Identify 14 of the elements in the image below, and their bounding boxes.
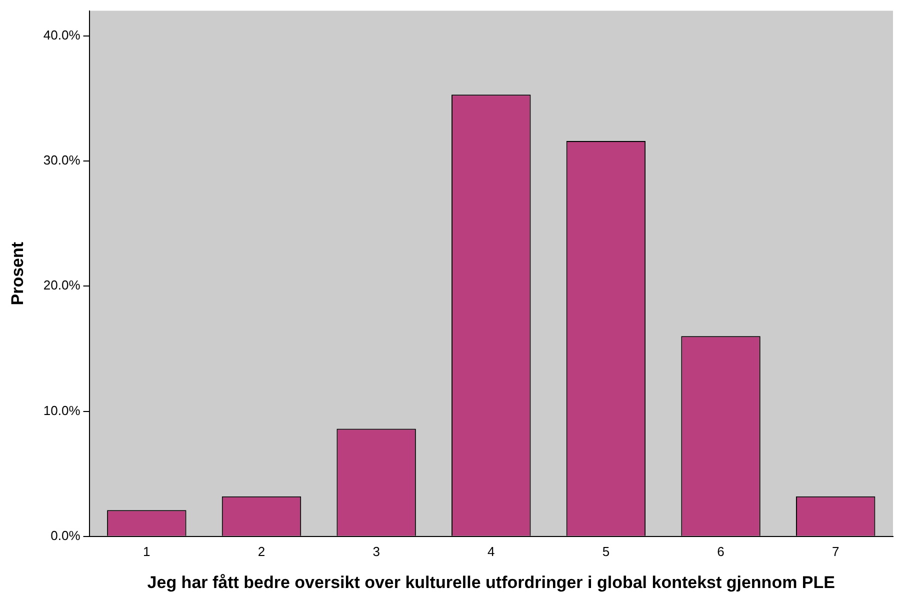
y-tick-label: 0.0%	[50, 528, 81, 543]
y-axis-title: Prosent	[8, 242, 27, 306]
x-tick-label: 3	[372, 544, 380, 559]
y-tick-label: 40.0%	[43, 27, 81, 42]
x-axis-title: Jeg har fått bedre oversikt over kulturelle utfordringer i global kontekst gjennom PLE	[147, 573, 835, 592]
x-tick-label: 5	[602, 544, 610, 559]
y-tick-label: 30.0%	[43, 152, 81, 168]
x-tick-label: 6	[717, 544, 724, 559]
x-tick-label: 1	[143, 544, 150, 559]
x-tick-label: 2	[258, 544, 266, 559]
x-tick-label: 4	[488, 544, 495, 559]
y-tick-label: 10.0%	[43, 402, 81, 418]
y-tick-label: 20.0%	[43, 278, 81, 293]
x-tick-label: 7	[832, 544, 840, 559]
